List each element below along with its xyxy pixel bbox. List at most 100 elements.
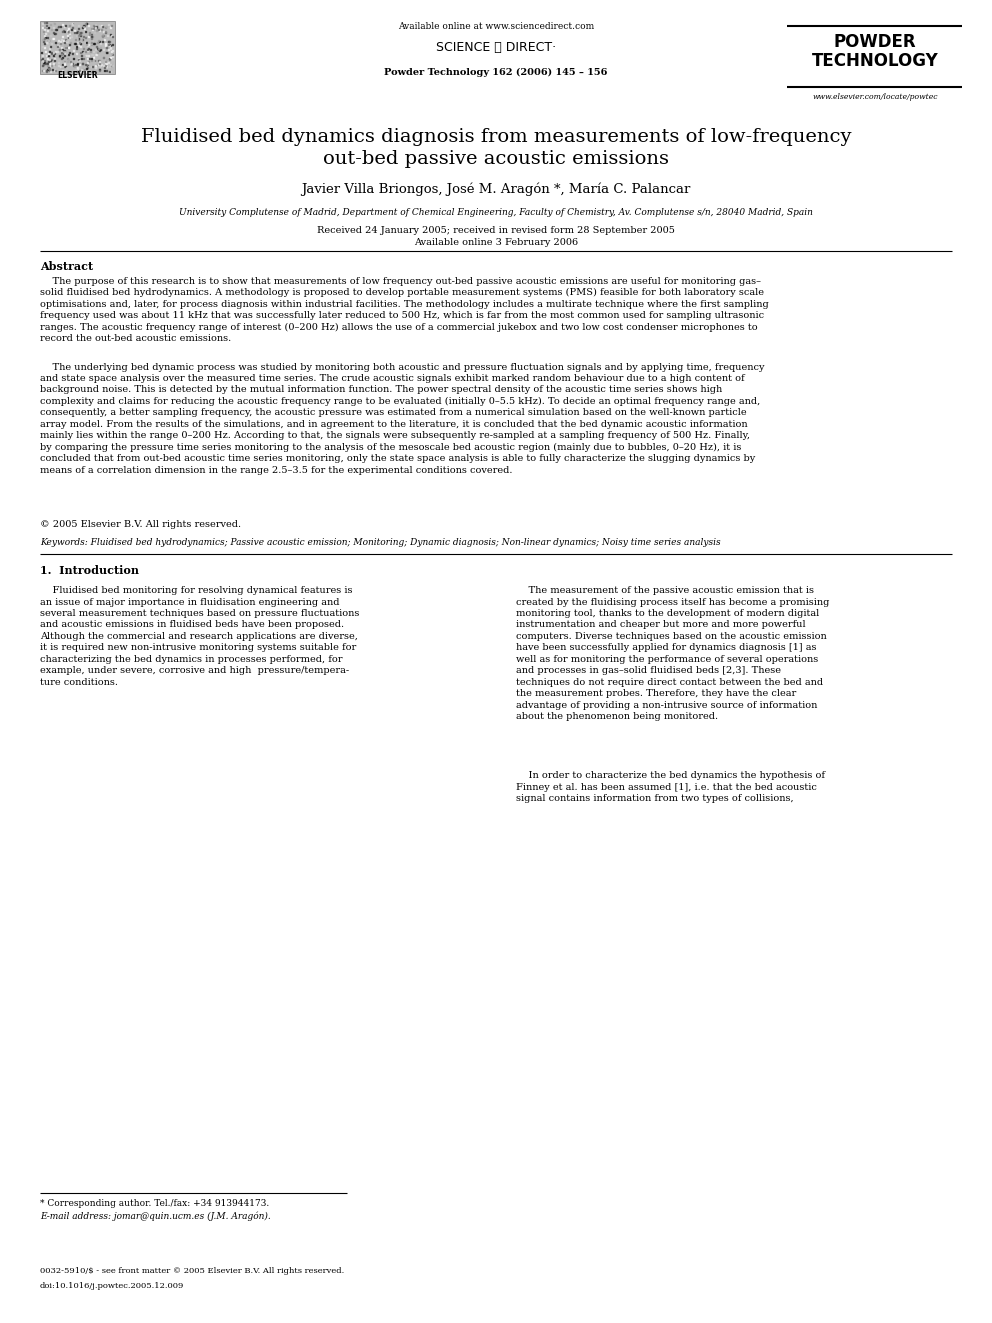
Point bbox=[98, 53, 114, 74]
Point bbox=[96, 29, 112, 50]
Point bbox=[46, 54, 62, 75]
Point bbox=[88, 44, 104, 65]
Point bbox=[91, 40, 107, 61]
Point bbox=[73, 60, 89, 81]
Point bbox=[70, 16, 86, 37]
Point bbox=[38, 22, 54, 44]
Point bbox=[80, 26, 96, 48]
Point bbox=[70, 25, 86, 46]
Point bbox=[103, 36, 119, 57]
Point bbox=[51, 56, 66, 77]
Point bbox=[41, 30, 57, 52]
Point bbox=[79, 40, 95, 61]
Point bbox=[92, 38, 108, 60]
Point bbox=[75, 53, 91, 74]
Point bbox=[69, 52, 85, 73]
Point bbox=[76, 15, 92, 36]
Point bbox=[101, 42, 117, 64]
Point bbox=[89, 38, 105, 60]
Point bbox=[102, 38, 118, 60]
Point bbox=[102, 30, 118, 52]
Point bbox=[51, 53, 66, 74]
Point bbox=[59, 30, 74, 52]
Point bbox=[53, 33, 68, 54]
Point bbox=[63, 26, 79, 48]
Point bbox=[71, 29, 87, 50]
Point bbox=[81, 21, 97, 42]
Point bbox=[47, 60, 62, 81]
Point bbox=[49, 19, 64, 40]
Point bbox=[75, 42, 91, 64]
Point bbox=[56, 45, 71, 66]
Point bbox=[55, 21, 70, 42]
Point bbox=[76, 58, 92, 79]
Point bbox=[40, 53, 56, 74]
Point bbox=[69, 22, 85, 44]
Point bbox=[78, 53, 94, 74]
Point bbox=[101, 49, 117, 70]
Point bbox=[36, 52, 52, 73]
Point bbox=[57, 50, 72, 71]
Point bbox=[41, 45, 57, 66]
Point bbox=[87, 49, 103, 70]
Point bbox=[86, 15, 102, 36]
Point bbox=[80, 40, 96, 61]
Point bbox=[72, 32, 88, 53]
Point bbox=[78, 26, 94, 48]
Point bbox=[42, 53, 58, 74]
Point bbox=[73, 29, 89, 50]
Point bbox=[70, 49, 86, 70]
Point bbox=[35, 45, 51, 66]
Point bbox=[41, 29, 57, 50]
Point bbox=[88, 53, 104, 74]
Point bbox=[91, 49, 107, 70]
Point bbox=[102, 61, 118, 82]
Point bbox=[99, 42, 115, 64]
Point bbox=[48, 44, 63, 65]
Point bbox=[84, 49, 100, 70]
Point bbox=[86, 22, 102, 44]
Point bbox=[61, 19, 76, 40]
Point bbox=[66, 44, 82, 65]
Point bbox=[52, 38, 67, 60]
Point bbox=[84, 26, 100, 48]
Point bbox=[68, 25, 84, 46]
Point bbox=[47, 42, 62, 64]
Point bbox=[104, 40, 120, 61]
Point bbox=[59, 21, 74, 42]
Point bbox=[87, 13, 103, 34]
Point bbox=[89, 32, 105, 53]
Point bbox=[57, 53, 72, 74]
Point bbox=[44, 42, 60, 64]
Point bbox=[37, 41, 53, 62]
Point bbox=[38, 53, 54, 74]
Point bbox=[50, 36, 65, 57]
Point bbox=[71, 21, 87, 42]
Point bbox=[46, 45, 62, 66]
Point bbox=[90, 30, 106, 52]
Point bbox=[66, 22, 82, 44]
Point bbox=[34, 49, 50, 70]
Point bbox=[43, 54, 59, 75]
Point bbox=[97, 28, 113, 49]
Point bbox=[59, 29, 74, 50]
Point bbox=[92, 16, 108, 37]
Point bbox=[61, 49, 76, 70]
Point bbox=[67, 33, 83, 54]
Point bbox=[100, 53, 116, 74]
Point bbox=[46, 12, 62, 33]
Point bbox=[101, 38, 117, 60]
Point bbox=[95, 25, 111, 46]
Point bbox=[82, 40, 98, 61]
Point bbox=[52, 45, 67, 66]
Point bbox=[40, 20, 56, 41]
Point bbox=[73, 24, 89, 45]
Point bbox=[46, 22, 62, 44]
Point bbox=[84, 19, 100, 40]
Point bbox=[65, 13, 81, 34]
Point bbox=[65, 56, 81, 77]
Point bbox=[81, 34, 97, 56]
Point bbox=[62, 15, 77, 36]
Point bbox=[47, 61, 62, 82]
Point bbox=[52, 20, 67, 41]
